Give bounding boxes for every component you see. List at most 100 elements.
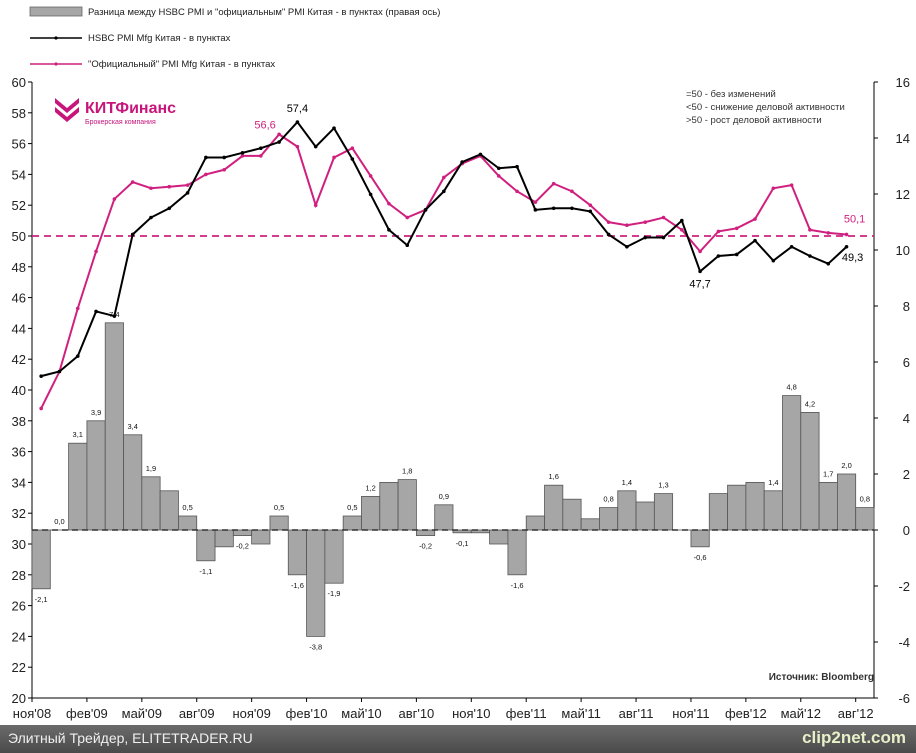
bar <box>489 529 509 545</box>
bar <box>855 507 875 531</box>
official-point <box>442 175 446 180</box>
logo-mark <box>55 98 79 122</box>
bar-value-label: 1,2 <box>365 483 375 492</box>
official-point <box>387 201 391 206</box>
official-point <box>753 217 757 221</box>
official-point <box>808 228 812 232</box>
annotation-label: 50,1 <box>844 213 865 225</box>
x-tick-label: май'10 <box>341 706 381 721</box>
bar <box>379 481 399 531</box>
bar-value-label: 0,5 <box>347 503 357 512</box>
bar <box>269 515 289 531</box>
official-point <box>295 144 300 149</box>
footer-bar: Элитный Трейдер, ELITETRADER.RU clip2net… <box>0 725 916 753</box>
bar-value-label: -1,6 <box>511 581 524 590</box>
y-left-tick-label: 60 <box>12 75 26 90</box>
hsbc-point <box>185 191 190 195</box>
bar-value-label: 1,7 <box>823 469 833 478</box>
official-point <box>149 186 153 191</box>
hsbc-point <box>716 254 721 258</box>
x-tick-label: фев'12 <box>725 706 767 721</box>
x-tick-label: фев'11 <box>506 706 547 721</box>
hsbc-point <box>789 244 794 249</box>
y-left-tick-label: 20 <box>12 691 26 706</box>
hsbc-point <box>606 232 611 237</box>
hsbc-point <box>240 151 245 155</box>
hsbc-point <box>423 208 428 212</box>
x-tick-label: авг'11 <box>619 706 654 721</box>
bar <box>104 322 124 531</box>
y-left-tick-label: 32 <box>12 506 26 521</box>
hsbc-point <box>167 206 172 211</box>
official-point <box>39 406 43 411</box>
bar-value-label: 4,2 <box>805 399 815 408</box>
x-tick-label: ноя'10 <box>452 706 490 721</box>
logo-subtitle: Брокерская компания <box>85 119 156 126</box>
bar-value-label: 1,6 <box>548 472 558 481</box>
bar-value-label: 0,5 <box>182 503 192 512</box>
annotation-label: 47,7 <box>689 278 710 290</box>
y-right-tick-label: -2 <box>898 579 910 594</box>
bar-value-label: 2,0 <box>841 461 851 470</box>
bar-value-label: 3,1 <box>73 430 83 439</box>
official-point <box>771 186 776 191</box>
official-point <box>222 167 226 172</box>
bar <box>599 507 619 531</box>
hsbc-point <box>130 232 135 237</box>
hsbc-point <box>75 354 80 358</box>
bar <box>287 529 307 576</box>
bar <box>507 529 527 576</box>
y-left-tick-label: 48 <box>12 260 26 275</box>
source-label: Источник: Bloomberg <box>769 672 874 683</box>
y-right-tick-label: -6 <box>898 691 910 706</box>
x-tick-label: авг'09 <box>179 706 215 721</box>
bar <box>818 481 838 531</box>
y-left-tick-label: 36 <box>12 445 26 460</box>
y-left-tick-label: 40 <box>12 383 26 398</box>
hsbc-line <box>40 120 848 378</box>
annotation-label: 49,3 <box>842 252 863 264</box>
bar <box>324 529 344 584</box>
hsbc-point <box>460 160 464 164</box>
bar-value-label: -1,6 <box>291 581 304 590</box>
y-left-tick-label: 22 <box>12 660 26 675</box>
y-left-tick-label: 44 <box>12 321 26 336</box>
y-left-tick-label: 34 <box>12 475 26 490</box>
note-expansion: >50 - рост деловой активности <box>686 115 822 126</box>
hsbc-point <box>387 228 391 232</box>
hsbc-point <box>515 164 519 169</box>
bar-value-label: 1,4 <box>622 478 632 487</box>
bar <box>708 493 728 531</box>
y-right-tick-label: 8 <box>903 299 910 314</box>
legend-label-official: "Официальный" PMI Mfg Китая - в пунктах <box>88 59 275 70</box>
bar-value-label: 3,9 <box>91 408 101 417</box>
hsbc-point <box>588 209 593 214</box>
legend-label-diff: Разница между HSBC PMI и "официальным" P… <box>88 7 440 18</box>
official-point <box>661 215 666 220</box>
y-left-tick-label: 24 <box>12 629 26 644</box>
hsbc-point <box>277 140 281 144</box>
hsbc-point <box>643 235 647 240</box>
official-point <box>240 154 245 158</box>
hsbc-point <box>844 244 849 249</box>
bar <box>800 411 820 531</box>
official-point <box>75 306 80 311</box>
y-left-tick-label: 28 <box>12 568 26 583</box>
y-left-tick-label: 26 <box>12 599 26 614</box>
bar-value-label: -0,2 <box>236 542 249 551</box>
hsbc-point <box>698 269 702 274</box>
official-point <box>185 183 190 187</box>
official-point <box>112 197 117 201</box>
y-left-tick-label: 46 <box>12 291 26 306</box>
bar <box>617 490 637 531</box>
bar <box>123 434 143 531</box>
logo-name: КИТФинанс <box>85 100 177 117</box>
bar <box>525 515 545 531</box>
bar <box>836 473 857 531</box>
y-left-tick-label: 30 <box>12 537 26 552</box>
bar-value-label: 0,9 <box>439 492 449 501</box>
official-point <box>332 155 336 160</box>
y-right-tick-label: 10 <box>896 243 910 258</box>
official-point <box>259 154 263 158</box>
bar-value-label: 3,4 <box>127 422 137 431</box>
